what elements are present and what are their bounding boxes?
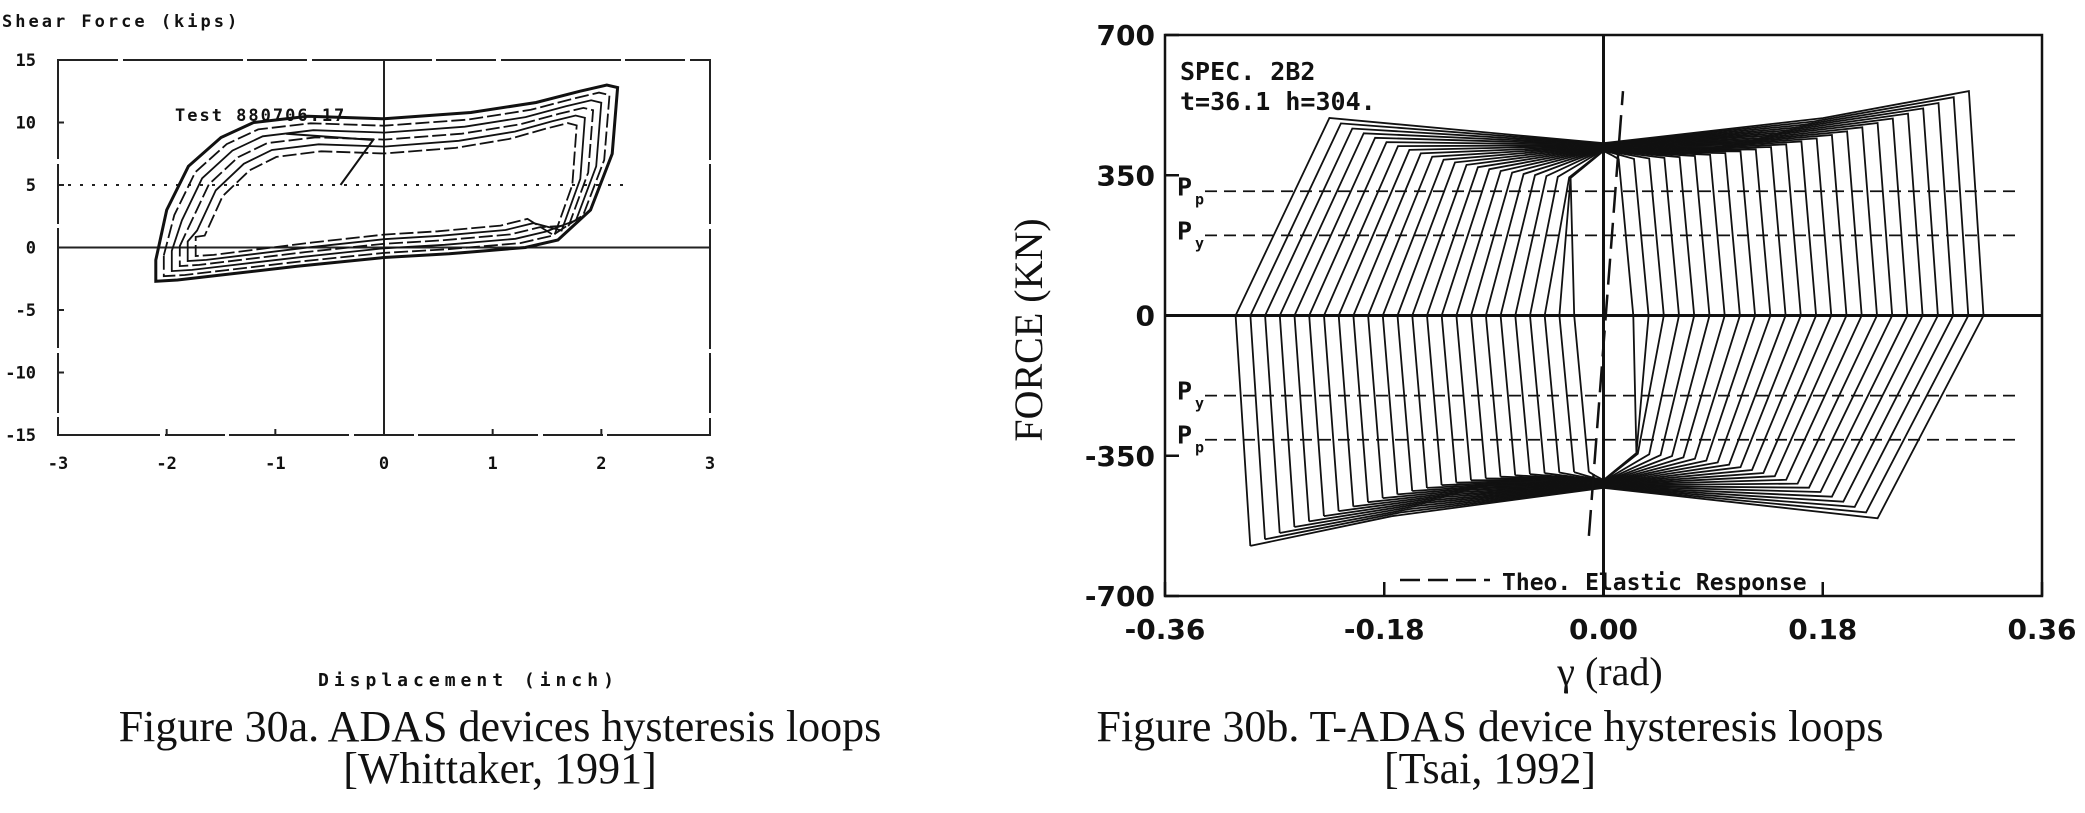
hysteresis-loop-b bbox=[1278, 107, 1939, 528]
y-tick-label: 5 bbox=[26, 176, 36, 196]
reference-label-subscript: p bbox=[1195, 190, 1204, 208]
y-tick-label: 350 bbox=[1097, 159, 1155, 192]
x-tick-label: 2 bbox=[596, 454, 606, 474]
x-tick-label: 0.36 bbox=[2007, 613, 2076, 646]
hysteresis-loop-a bbox=[194, 122, 578, 257]
x-tick-label: 0.18 bbox=[1788, 613, 1857, 646]
x-axis-label: Displacement (inch) bbox=[318, 670, 619, 691]
y-axis-label: FORCE (KN) bbox=[1006, 218, 1051, 441]
caption-b-line2: [Tsai, 1992] bbox=[1384, 744, 1596, 793]
plot-area-a bbox=[57, 59, 711, 436]
x-tick-label: 0.00 bbox=[1569, 613, 1638, 646]
annotation-dimensions: t=36.1 h=304. bbox=[1180, 87, 1376, 116]
reference-label: P bbox=[1177, 216, 1192, 245]
hysteresis-loop-b bbox=[1234, 90, 1985, 547]
y-tick-label: 0 bbox=[1136, 300, 1155, 333]
hysteresis-loop-b bbox=[1293, 112, 1924, 523]
plot-area-b bbox=[1163, 33, 2044, 598]
y-tick-label: 0 bbox=[26, 239, 36, 259]
y-tick-label: -15 bbox=[5, 426, 36, 446]
x-tick-label: -1 bbox=[265, 454, 285, 474]
x-axis-label: γ (rad) bbox=[1556, 649, 1662, 694]
hysteresis-loop-a bbox=[170, 99, 603, 273]
hysteresis-loop-a bbox=[186, 114, 586, 262]
reference-label-subscript: p bbox=[1195, 439, 1204, 457]
x-tick-label: 0 bbox=[379, 454, 389, 474]
y-tick-label: 15 bbox=[16, 51, 36, 71]
caption-b: Figure 30b. T-ADAS device hysteresis loo… bbox=[1030, 702, 1950, 793]
hysteresis-loop-a bbox=[178, 106, 595, 268]
annotation-spec: SPEC. 2B2 bbox=[1180, 57, 1315, 86]
x-tick-label: 3 bbox=[705, 454, 715, 474]
reference-label: P bbox=[1177, 377, 1192, 406]
reference-label: P bbox=[1177, 172, 1192, 201]
initial-loading-path bbox=[286, 132, 375, 186]
elastic-response-line bbox=[1587, 91, 1625, 536]
caption-a-line1: Figure 30a. ADAS devices hysteresis loop… bbox=[118, 702, 882, 751]
x-tick-label: -2 bbox=[156, 454, 176, 474]
reference-label-subscript: y bbox=[1195, 395, 1204, 413]
hysteresis-loop-b bbox=[1308, 117, 1909, 517]
x-tick-label: 1 bbox=[488, 454, 498, 474]
y-axis-label: Shear Force (kips) bbox=[2, 12, 240, 32]
legend-entry-elastic: Theo. Elastic Response bbox=[1502, 570, 1807, 596]
reference-label: P bbox=[1177, 421, 1192, 450]
hysteresis-loop-a bbox=[162, 91, 611, 278]
y-tick-label: 10 bbox=[16, 114, 36, 134]
hysteresis-loop-b bbox=[1249, 96, 1970, 541]
y-tick-label: -10 bbox=[5, 364, 36, 384]
hysteresis-loop-a bbox=[154, 83, 620, 283]
reference-label-subscript: y bbox=[1195, 234, 1204, 252]
annotation-test-id: Test 880706.17 bbox=[175, 106, 346, 126]
y-tick-label: -700 bbox=[1085, 580, 1155, 613]
x-tick-label: -0.18 bbox=[1344, 613, 1425, 646]
x-tick-label: -0.36 bbox=[1125, 613, 1206, 646]
chart-a: Shear Force (kips) Test 880706.17 -3 -2 -1… bbox=[2, 12, 715, 691]
caption-a: Figure 30a. ADAS devices hysteresis loop… bbox=[0, 702, 1000, 793]
y-tick-label: -5 bbox=[16, 301, 36, 321]
caption-a-line2: [Whittaker, 1991] bbox=[343, 744, 657, 793]
y-tick-label: -350 bbox=[1085, 440, 1155, 473]
caption-b-line1: Figure 30b. T-ADAS device hysteresis loo… bbox=[1096, 702, 1884, 751]
y-tick-label: 700 bbox=[1097, 19, 1155, 52]
x-tick-label: -3 bbox=[48, 454, 68, 474]
